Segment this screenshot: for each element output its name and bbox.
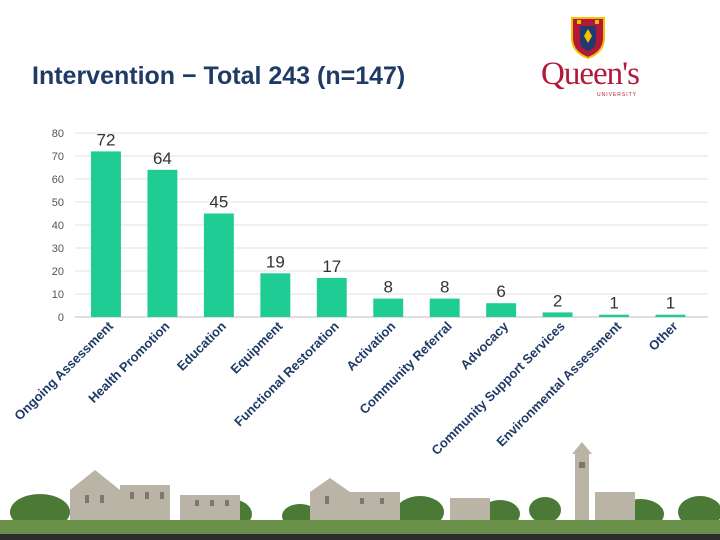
data-label: 6 <box>496 282 505 301</box>
category-label: Functional Restoration <box>231 318 342 429</box>
data-label: 8 <box>383 278 392 297</box>
category-label: Equipment <box>227 318 286 377</box>
y-tick-label: 30 <box>52 243 64 255</box>
bar <box>203 213 234 317</box>
bar <box>260 273 291 317</box>
bar <box>599 314 630 317</box>
data-label: 8 <box>440 278 449 297</box>
crest-icon <box>571 17 605 60</box>
y-tick-label: 50 <box>52 197 64 209</box>
bar <box>429 298 460 317</box>
logo-subtitle: UNIVERSITY <box>596 92 637 98</box>
bar <box>91 151 121 317</box>
bar <box>542 312 573 317</box>
bar <box>316 277 347 317</box>
campus-skyline-image <box>0 442 720 540</box>
category-label: Community Referral <box>356 319 454 417</box>
data-label: 17 <box>322 257 341 276</box>
category-label: Education <box>174 318 229 373</box>
category-label: Ongoing Assessment <box>11 318 116 423</box>
data-label: 19 <box>266 252 285 271</box>
logo-wordmark: Queen's <box>541 56 640 92</box>
category-label: Other <box>646 319 681 354</box>
bar <box>655 314 686 317</box>
data-label: 2 <box>553 291 562 310</box>
data-label: 1 <box>666 294 675 313</box>
y-tick-label: 70 <box>52 151 64 163</box>
y-tick-label: 40 <box>52 220 64 232</box>
data-label: 64 <box>153 149 172 168</box>
data-label: 72 <box>96 130 115 149</box>
y-tick-label: 10 <box>52 289 64 301</box>
data-label: 1 <box>609 294 618 313</box>
bar <box>373 298 404 317</box>
y-tick-label: 80 <box>52 128 64 140</box>
bar <box>486 303 517 317</box>
y-tick-label: 20 <box>52 266 64 278</box>
data-label: 45 <box>209 193 228 212</box>
bar <box>147 169 178 317</box>
y-tick-label: 0 <box>58 312 64 324</box>
slide-title: Intervention − Total 243 (n=147) <box>32 62 406 90</box>
university-logo: Queen's UNIVERSITY <box>530 16 650 100</box>
category-label: Activation <box>343 318 398 373</box>
category-label: Advocacy <box>457 318 512 373</box>
y-tick-label: 60 <box>52 174 64 186</box>
